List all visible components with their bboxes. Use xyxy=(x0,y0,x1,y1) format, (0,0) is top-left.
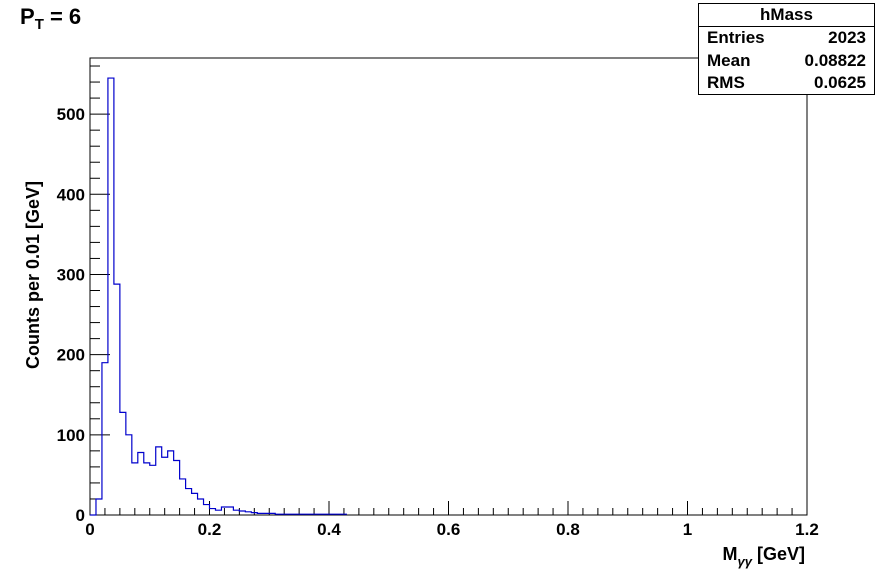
plot-frame xyxy=(89,57,808,516)
x-tick-label: 0.6 xyxy=(437,520,461,539)
stats-row-entries: Entries 2023 xyxy=(699,27,874,50)
x-tick-label: 0 xyxy=(85,520,94,539)
stats-value: 0.08822 xyxy=(804,50,866,70)
y-tick-label: 300 xyxy=(57,265,85,284)
x-axis-label: Mγγ [GeV] xyxy=(723,544,805,569)
stats-label: Entries xyxy=(707,28,765,47)
histogram-series xyxy=(90,77,347,516)
y-tick-label: 0 xyxy=(76,506,85,525)
stats-label: Mean xyxy=(707,50,751,70)
x-tick-label: 0.8 xyxy=(556,520,580,539)
x-tick-label: 1.2 xyxy=(795,520,819,539)
y-tick-label: 200 xyxy=(57,346,85,365)
stats-label: RMS xyxy=(707,73,745,92)
x-tick-label: 0.2 xyxy=(198,520,222,539)
stats-row-mean: Mean 0.08822 xyxy=(699,50,874,73)
x-tick-label: 1 xyxy=(683,520,692,539)
stats-title: hMass xyxy=(699,4,874,27)
y-tick-label: 500 xyxy=(57,105,85,124)
x-tick-label: 0.4 xyxy=(317,520,341,539)
stats-value: 0.0625 xyxy=(814,73,866,92)
stats-value: 2023 xyxy=(828,28,866,47)
stats-row-rms: RMS 0.0625 xyxy=(699,72,874,95)
y-tick-label: 400 xyxy=(57,185,85,204)
x-axis: 0 0.2 0.4 0.6 0.8 1 1.2 xyxy=(85,501,819,539)
y-axis-label: Counts per 0.01 [GeV] xyxy=(23,181,43,369)
chart-title: PT = 6 xyxy=(20,4,81,33)
stats-box: hMass Entries 2023 Mean 0.08822 RMS 0.06… xyxy=(698,3,875,95)
y-axis: 0 100 200 300 400 500 xyxy=(57,65,110,525)
y-tick-label: 100 xyxy=(57,426,85,445)
